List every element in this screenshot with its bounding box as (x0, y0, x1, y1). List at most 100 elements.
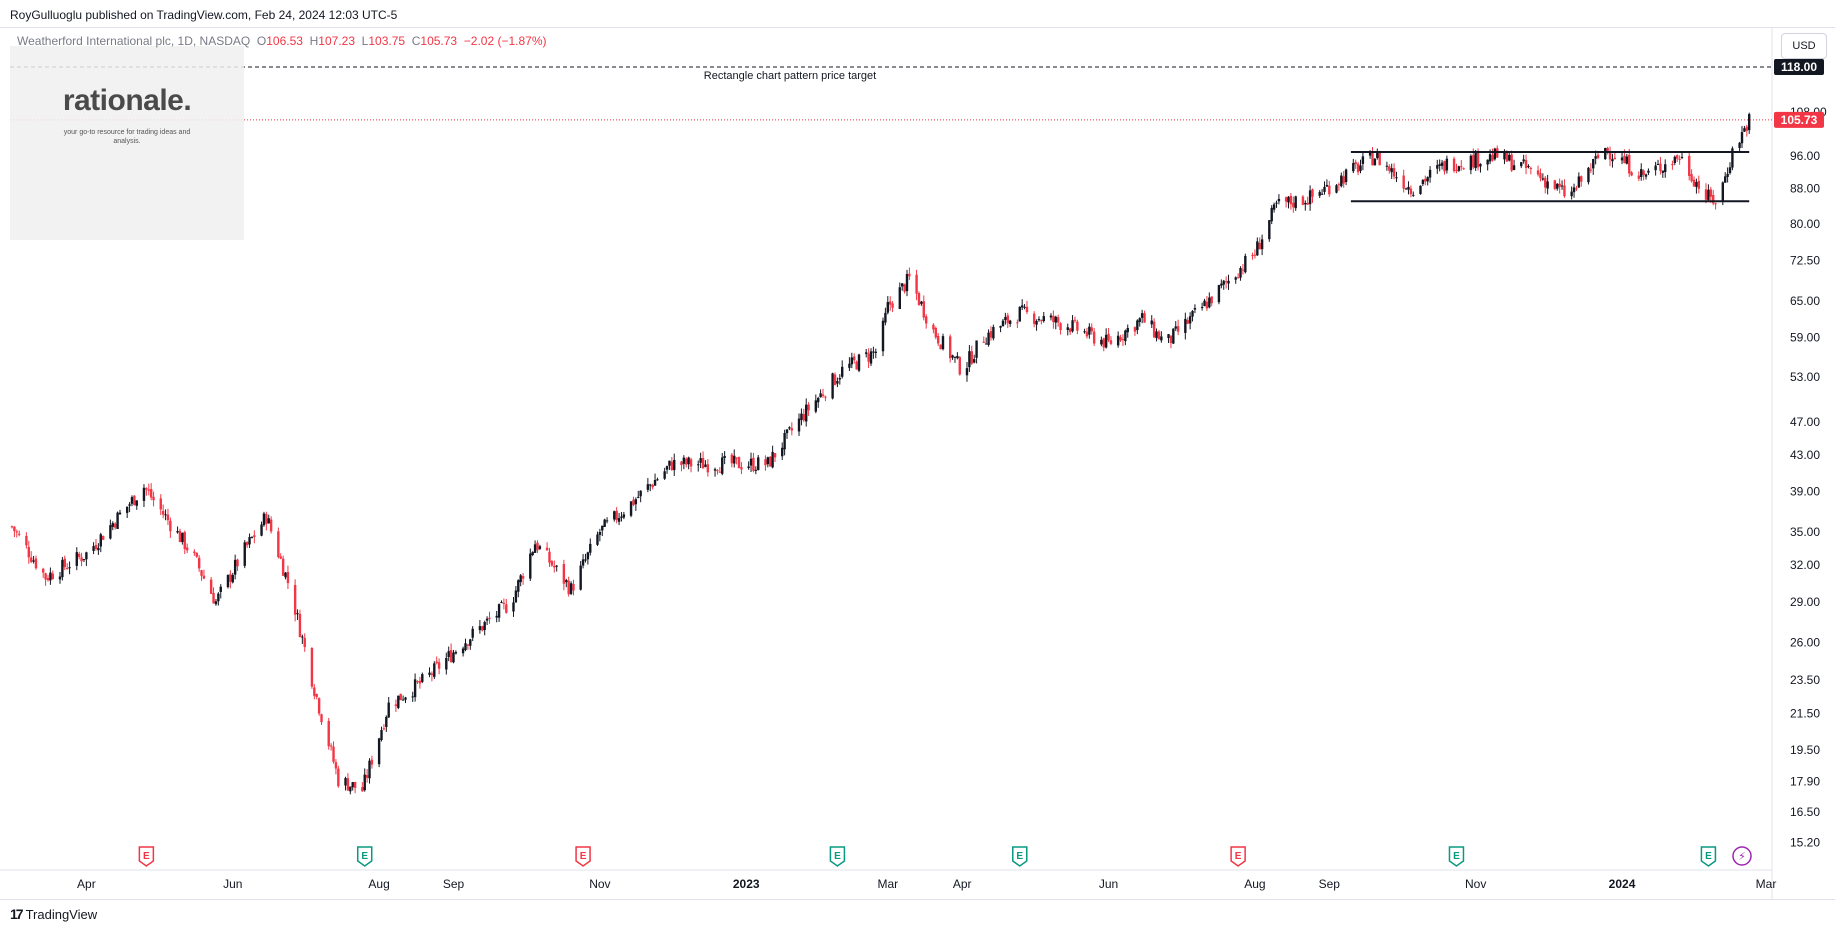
candle-body (821, 394, 825, 397)
candle-body (65, 568, 69, 570)
candle-body (133, 495, 136, 506)
candle-body (1712, 195, 1715, 204)
candle-body (1335, 185, 1338, 193)
candle-body (1354, 162, 1357, 165)
dividend-icon[interactable] (1448, 846, 1465, 867)
candle-body (1724, 176, 1727, 183)
time-axis[interactable]: Apr Jun Aug Sep Nov 2023 Mar Apr Jun Aug Sep Nov 202… (0, 869, 1776, 891)
candle-body (797, 418, 801, 432)
candle-body (1544, 177, 1547, 188)
candle-body (327, 721, 330, 747)
candle-body (147, 489, 150, 491)
candle-body (975, 340, 978, 358)
candle-body (1488, 154, 1492, 162)
candle-body (968, 351, 971, 368)
candle-body (481, 626, 484, 631)
candle-body (317, 698, 321, 714)
candle-body (766, 457, 770, 465)
candle-body (1539, 173, 1542, 179)
time-tick-label: Apr (953, 877, 972, 891)
candle-body (987, 332, 990, 345)
currency-button[interactable]: USD (1781, 33, 1827, 59)
price-tick-label: 23.50 (1790, 673, 1820, 687)
candle-body (1556, 183, 1559, 189)
candle-body (502, 602, 506, 604)
dividend-icon[interactable] (1012, 846, 1028, 867)
price-axis[interactable]: 108.0096.0088.0080.0072.5065.0059.0053.0… (1771, 28, 1827, 899)
candle-body (1352, 163, 1355, 172)
candle-body (1445, 158, 1449, 171)
event-marker-label: E (143, 851, 150, 862)
candle-body (1356, 163, 1360, 173)
candle-body (1558, 183, 1561, 187)
candle-body (596, 534, 599, 545)
candle-body (670, 461, 674, 471)
candle-body (569, 583, 573, 594)
candle-body (629, 501, 633, 516)
candle-body (1227, 280, 1230, 284)
candle-body (1704, 189, 1708, 200)
candle-body (850, 357, 854, 365)
candle-body (740, 467, 743, 470)
candle-body (1107, 333, 1110, 341)
candle-body (25, 536, 28, 546)
candle-body (1133, 327, 1137, 332)
candle-body (116, 512, 119, 529)
dividend-icon[interactable] (1700, 846, 1717, 867)
candle-body (553, 565, 556, 568)
candle-body (471, 628, 474, 638)
candle-body (1260, 239, 1264, 250)
candle-body (1611, 159, 1614, 162)
candle-body (1052, 315, 1055, 323)
candle-body (721, 457, 724, 474)
time-tick-label: Aug (368, 877, 389, 891)
footer-divider (0, 899, 1835, 900)
candle-body (1155, 331, 1158, 339)
candle-body (51, 573, 54, 580)
candle-body (217, 593, 220, 602)
candle-body (1224, 281, 1228, 283)
candle-body (298, 613, 302, 638)
candle-body (1361, 156, 1365, 164)
candle-body (161, 511, 165, 515)
candle-body (1342, 176, 1345, 184)
candle-body (773, 453, 777, 458)
candle-body (1253, 254, 1257, 256)
lightning-icon[interactable] (1732, 846, 1752, 866)
time-tick-label: Apr (77, 877, 96, 891)
candle-body (1251, 254, 1254, 256)
candle-body (1563, 185, 1566, 197)
current-price-tag (1774, 111, 1824, 128)
candle-body (1222, 280, 1225, 285)
events[interactable]: E E E E E E E E ⚡ (138, 846, 1752, 867)
candle-body (584, 559, 587, 561)
event-marker-label: E (834, 851, 841, 862)
candle-body (1143, 313, 1146, 323)
dividend-icon[interactable] (356, 846, 373, 867)
candle-body (1004, 317, 1007, 320)
candle-body (898, 287, 901, 309)
candle-body (464, 643, 467, 650)
earnings-icon[interactable] (575, 846, 591, 867)
candle-body (334, 762, 338, 769)
candle-body (1493, 148, 1497, 160)
candle-body (399, 693, 402, 701)
candle-body (1076, 321, 1079, 331)
candle-body (1748, 114, 1751, 131)
price-tick-label: 32.00 (1790, 558, 1820, 572)
earnings-icon[interactable] (1230, 846, 1246, 867)
candle-body (1136, 320, 1139, 331)
candle-body (1104, 334, 1108, 348)
high-label: H (309, 34, 319, 48)
candle-body (449, 650, 453, 663)
time-tick-label: Nov (1465, 877, 1486, 891)
earnings-icon[interactable] (138, 846, 155, 867)
candle-body (370, 759, 374, 765)
candle-body (394, 704, 398, 707)
candle-body (656, 479, 659, 481)
candle-body (454, 651, 458, 654)
candle-body (1479, 164, 1482, 167)
dividend-icon[interactable] (829, 846, 846, 867)
candle-body (1294, 196, 1297, 209)
